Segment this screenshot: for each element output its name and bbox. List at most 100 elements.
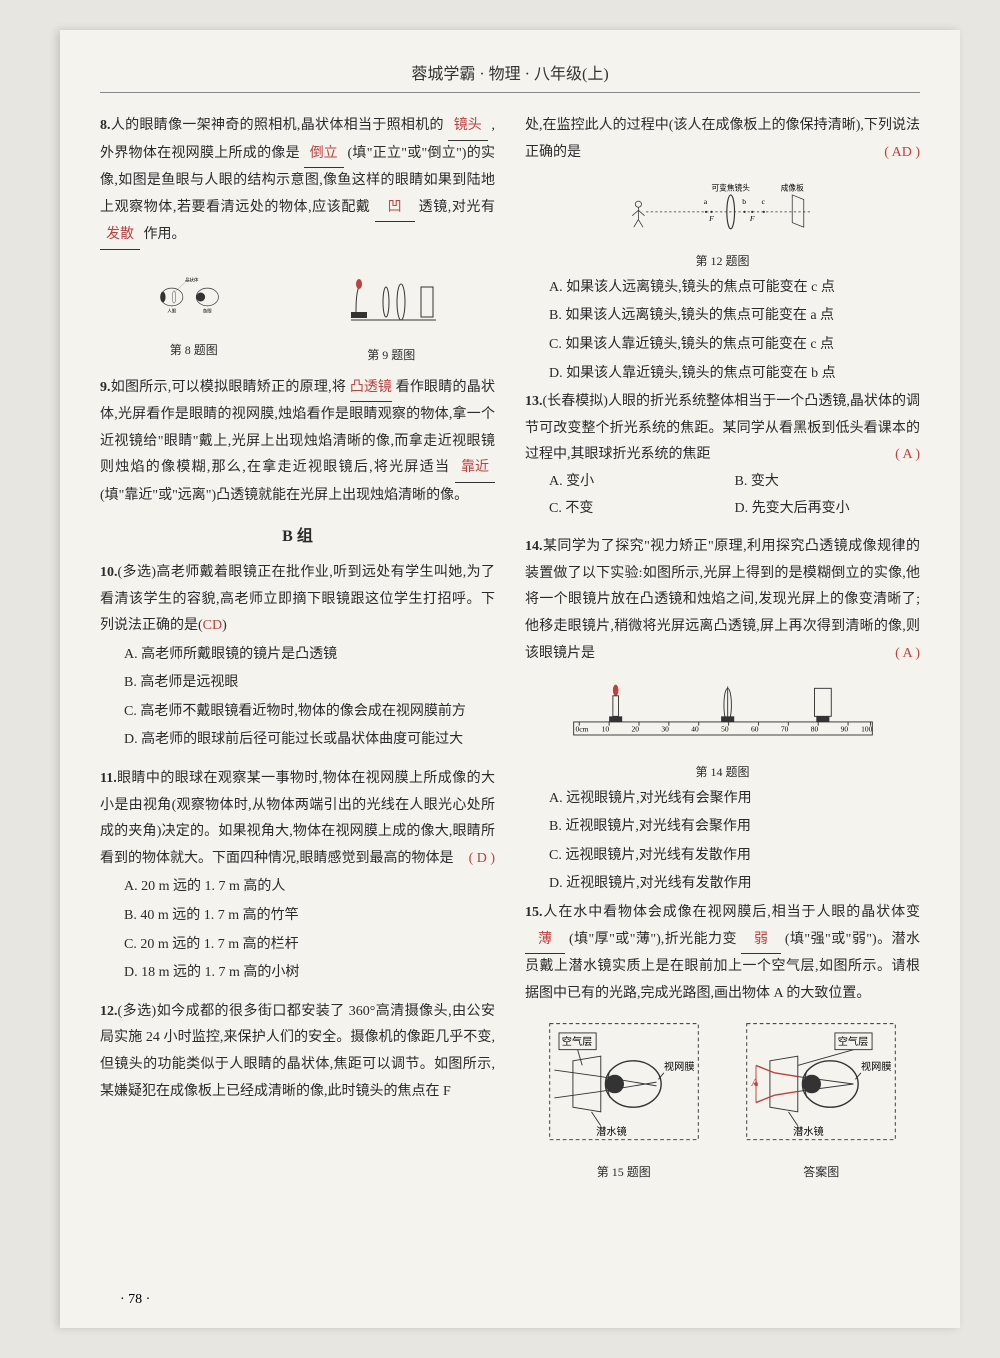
fig8-humaneye-label: 人眼 — [167, 309, 176, 315]
q10-optC: C. 高老师不戴眼镜看近物时,物体的像会成在视网膜前方 — [100, 699, 495, 726]
svg-text:50: 50 — [721, 724, 729, 733]
figure-15-right: 空气层 A — [741, 1019, 901, 1184]
q11-answer: ( D ) — [469, 846, 495, 873]
question-13: 13.(长春模拟)人眼的折光系统整体相当于一个凸透镜,晶状体的调节可改变整个折光… — [525, 389, 920, 522]
q14-optC: C. 远视眼镜片,对光线有发散作用 — [525, 843, 920, 870]
fig14-svg: 0cm1020 304050 607080 90100 — [563, 679, 883, 749]
svg-text:80: 80 — [810, 724, 818, 733]
fig15-answer-caption: 答案图 — [741, 1161, 901, 1184]
fig9-svg — [341, 262, 441, 332]
q13-optB: B. 变大 — [735, 469, 921, 496]
q13-num: 13. — [525, 394, 543, 409]
fig12-caption: 第 12 题图 — [525, 250, 920, 273]
fig12-svg: 可变焦镜头 成像板 a b c F — [623, 178, 823, 238]
fig15-goggle-label: 潜水镜 — [596, 1126, 627, 1139]
q8-text1: 人的眼睛像一架神奇的照相机,晶状体相当于照相机的 — [111, 118, 444, 133]
q10-optA: A. 高老师所戴眼镜的镜片是凸透镜 — [100, 642, 495, 669]
q11-text: 眼睛中的眼球在观察某一事物时,物体在视网膜上所成像的大小是由视角(观察物体时,从… — [100, 771, 495, 866]
q15-blank1: 薄 — [525, 927, 565, 955]
q13-text: (长春模拟)人眼的折光系统整体相当于一个凸透镜,晶状体的调节可改变整个折光系统的… — [525, 394, 920, 462]
q15-num: 15. — [525, 905, 543, 920]
fig12-a: a — [703, 197, 707, 206]
content-columns: 8.人的眼睛像一架神奇的照相机,晶状体相当于照相机的 镜头 ,外界物体在视网膜上… — [100, 113, 920, 1192]
left-column: 8.人的眼睛像一架神奇的照相机,晶状体相当于照相机的 镜头 ,外界物体在视网膜上… — [100, 113, 495, 1192]
figure-8: 晶状体 人眼 鱼眼 第 8 题图 — [154, 267, 234, 362]
q14-optD: D. 近视眼镜片,对光线有发散作用 — [525, 871, 920, 898]
fig12-board-label: 成像板 — [780, 182, 803, 192]
question-12: 12.(多选)如今成都的很多街口都安装了 360°高清摄像头,由公安局实施 24… — [100, 999, 495, 1105]
q8-text5: 作用。 — [144, 227, 186, 242]
fig15-right-svg: 空气层 A — [741, 1019, 901, 1149]
fig15r-air-label: 空气层 — [838, 1035, 869, 1048]
fig9-caption: 第 9 题图 — [341, 344, 441, 367]
q11-optD: D. 18 m 远的 1. 7 m 高的小树 — [100, 960, 495, 987]
q11-optA: A. 20 m 远的 1. 7 m 高的人 — [100, 874, 495, 901]
svg-text:90: 90 — [840, 724, 848, 733]
figure-15-left: 空气层 视网膜 — [544, 1019, 704, 1184]
q8-blank1: 镜头 — [448, 113, 488, 141]
figure-15-row: 空气层 视网膜 — [525, 1019, 920, 1184]
svg-text:40: 40 — [691, 724, 699, 733]
fig12-F1: F — [708, 214, 714, 223]
question-11: 11.眼睛中的眼球在观察某一事物时,物体在视网膜上所成像的大小是由视角(观察物体… — [100, 766, 495, 987]
q15-blank2: 弱 — [741, 927, 781, 955]
page-header: 蓉城学霸 · 物理 · 八年级(上) — [100, 60, 920, 93]
fig15r-retina-label: 视网膜 — [861, 1061, 892, 1074]
q11-num: 11. — [100, 771, 117, 786]
question-14: 14.某同学为了探究"视力矫正"原理,利用探究凸透镜成像规律的装置做了以下实验:… — [525, 534, 920, 667]
fig8-caption: 第 8 题图 — [154, 339, 234, 362]
q12-text: (多选)如今成都的很多街口都安装了 360°高清摄像头,由公安局实施 24 小时… — [100, 1004, 495, 1099]
fig12-b: b — [742, 197, 746, 206]
svg-text:60: 60 — [751, 724, 759, 733]
fig8-label-lens: 晶状体 — [185, 276, 199, 283]
figure-14: 0cm1020 304050 607080 90100 第 14 题图 — [525, 679, 920, 784]
q8-blank4: 发散 — [100, 222, 140, 250]
fig15-air-label: 空气层 — [562, 1035, 593, 1048]
q8-blank2: 倒立 — [304, 141, 344, 169]
q8-blank3: 凹 — [375, 195, 415, 223]
q9-num: 9. — [100, 380, 111, 395]
q10-text: (多选)高老师戴着眼镜正在批作业,听到远处有学生叫她,为了看清该学生的容貌,高老… — [100, 565, 495, 633]
q15-text2: (填"厚"或"薄"),折光能力变 — [569, 932, 737, 947]
figure-8-9-row: 晶状体 人眼 鱼眼 第 8 题图 — [100, 262, 495, 367]
q10-optD: D. 高老师的眼球前后径可能过长或晶状体曲度可能过大 — [100, 727, 495, 754]
q12c-answer: ( AD ) — [884, 140, 920, 167]
q8-num: 8. — [100, 118, 111, 133]
svg-text:20: 20 — [631, 724, 639, 733]
q12c-text: 处,在监控此人的过程中(该人在成像板上的像保持清晰),下列说法正确的是 — [525, 118, 920, 160]
question-12-cont: 处,在监控此人的过程中(该人在成像板上的像保持清晰),下列说法正确的是 ( AD… — [525, 113, 920, 166]
q13-optA: A. 变小 — [549, 469, 735, 496]
q10-optB: B. 高老师是远视眼 — [100, 670, 495, 697]
figure-9: 第 9 题图 — [341, 262, 441, 367]
q14-optA: A. 远视眼镜片,对光线有会聚作用 — [525, 786, 920, 813]
svg-text:70: 70 — [780, 724, 788, 733]
q12-optD: D. 如果该人靠近镜头,镜头的焦点可能变在 b 点 — [525, 361, 920, 388]
question-15: 15.人在水中看物体会成像在视网膜后,相当于人眼的晶状体变 薄 (填"厚"或"薄… — [525, 900, 920, 1007]
fig12-c: c — [761, 197, 765, 206]
svg-text:0cm: 0cm — [575, 724, 588, 733]
fig15-caption: 第 15 题图 — [544, 1161, 704, 1184]
page-number: · 78 · — [120, 1292, 150, 1308]
figure-12: 可变焦镜头 成像板 a b c F — [525, 178, 920, 273]
q9-blank2: 靠近 — [455, 455, 495, 483]
page-container: 蓉城学霸 · 物理 · 八年级(上) 8.人的眼睛像一架神奇的照相机,晶状体相当… — [60, 30, 960, 1328]
fig12-F2: F — [748, 214, 754, 223]
q13-optD: D. 先变大后再变小 — [735, 496, 921, 523]
q12-num: 12. — [100, 1004, 118, 1019]
q13-optC: C. 不变 — [549, 496, 735, 523]
svg-text:30: 30 — [661, 724, 669, 733]
q8-text4: 透镜,对光有 — [419, 200, 495, 215]
q12-optB: B. 如果该人远离镜头,镜头的焦点可能变在 a 点 — [525, 303, 920, 330]
q14-answer: ( A ) — [895, 641, 920, 668]
q15-text1: 人在水中看物体会成像在视网膜后,相当于人眼的晶状体变 — [543, 905, 921, 920]
q9-text3: (填"靠近"或"远离")凸透镜就能在光屏上出现烛焰清晰的像。 — [100, 488, 468, 503]
q9-text1: 如图所示,可以模拟眼睛矫正的原理,将 — [111, 380, 347, 395]
q10-num: 10. — [100, 565, 118, 580]
q10-text2: ) — [222, 618, 227, 633]
q14-text: 某同学为了探究"视力矫正"原理,利用探究凸透镜成像规律的装置做了以下实验:如图所… — [525, 539, 920, 660]
fig15-retina-label: 视网膜 — [664, 1061, 695, 1074]
q12-optA: A. 如果该人远离镜头,镜头的焦点可能变在 c 点 — [525, 275, 920, 302]
fig14-caption: 第 14 题图 — [525, 761, 920, 784]
q11-optB: B. 40 m 远的 1. 7 m 高的竹竿 — [100, 903, 495, 930]
fig8-fisheye-label: 鱼眼 — [203, 308, 212, 315]
